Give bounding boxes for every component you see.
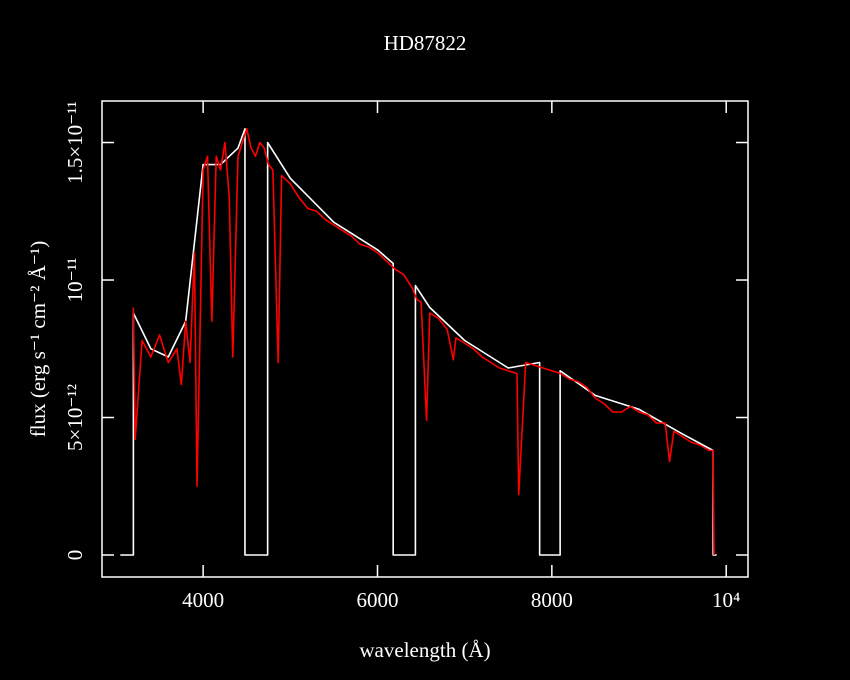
chart-title: HD87822 xyxy=(384,31,467,55)
y-tick-label: 5×10⁻¹² xyxy=(63,384,87,451)
y-axis-label: flux (erg s⁻¹ cm⁻² Å⁻¹) xyxy=(26,241,50,437)
x-tick-label: 10⁴ xyxy=(712,588,740,612)
x-tick-label: 6000 xyxy=(356,588,398,612)
y-tick-label: 0 xyxy=(63,550,87,561)
y-tick-label: 1.5×10⁻¹¹ xyxy=(63,101,87,184)
x-axis-label: wavelength (Å) xyxy=(359,638,490,662)
plot-frame xyxy=(101,100,749,578)
y-tick-label: 10⁻¹¹ xyxy=(63,258,87,303)
spectrum-line xyxy=(120,127,717,556)
x-tick-label: 8000 xyxy=(531,588,573,612)
spectrum-line xyxy=(132,127,715,556)
x-tick-label: 4000 xyxy=(182,588,224,612)
